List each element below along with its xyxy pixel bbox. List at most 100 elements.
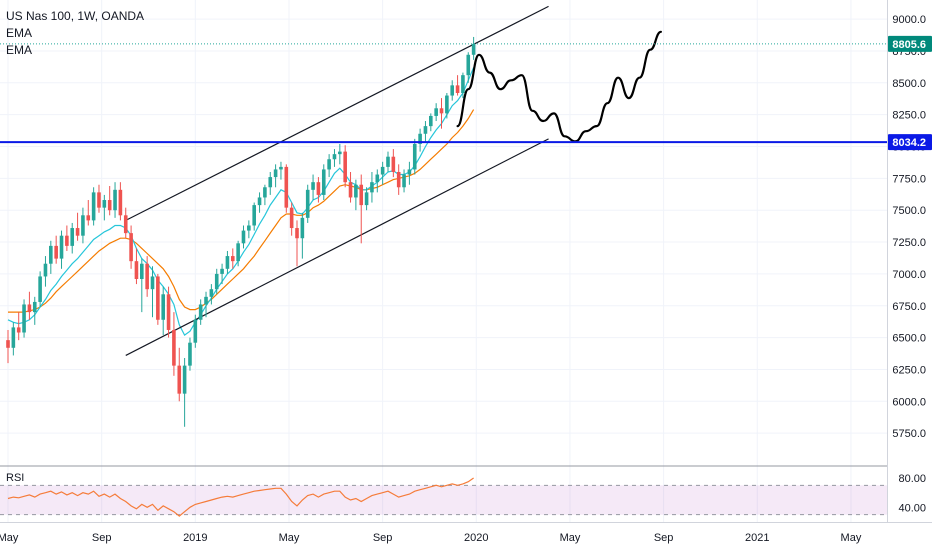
candle-body — [113, 189, 117, 211]
candle-body — [348, 182, 353, 198]
candle-body — [375, 174, 380, 183]
candle-body — [461, 75, 465, 93]
price-tags: 8805.6 8034.2 — [888, 35, 932, 151]
candle-body — [140, 263, 144, 279]
x-tick-label: Sep — [654, 532, 674, 544]
candle-body — [161, 294, 166, 320]
forecast-path — [456, 30, 662, 143]
candle-body — [193, 319, 198, 343]
candle-body — [22, 304, 26, 333]
y-tick-label: 6750.0 — [892, 301, 926, 313]
candle-body — [198, 304, 203, 320]
x-tick-label: Sep — [92, 532, 112, 544]
channel-lower-line — [125, 138, 549, 356]
candle-body — [273, 169, 278, 178]
x-tick-label: 2021 — [745, 532, 769, 544]
symbol-title[interactable]: US Nas 100, 1W, OANDA — [6, 9, 145, 23]
candle-body — [407, 169, 412, 175]
price-tag-bg — [888, 35, 932, 52]
candle-body — [123, 215, 128, 234]
ema-fast-line — [7, 67, 475, 336]
candle-body — [279, 166, 283, 170]
x-tick-label: May — [841, 532, 862, 544]
candle-body — [300, 217, 305, 239]
y-tick-label: 9000.0 — [892, 14, 926, 26]
trend-channel[interactable] — [125, 5, 549, 356]
candle-body — [412, 143, 417, 170]
candle-body — [27, 304, 32, 313]
x-tick-label: May — [560, 532, 581, 544]
y-tick-label: 8250.0 — [892, 110, 926, 122]
y-tick-label: 5750.0 — [892, 428, 926, 440]
candle-body — [38, 276, 42, 302]
candle-body — [311, 182, 315, 190]
candle-body — [450, 85, 455, 96]
candle-body — [439, 108, 444, 114]
candle-body — [134, 261, 139, 279]
ema-lines — [7, 67, 475, 336]
rsi-line — [7, 477, 474, 517]
candle-body — [321, 169, 326, 195]
candle-body — [145, 263, 149, 290]
candle-body — [118, 189, 123, 216]
candle-body — [81, 215, 85, 236]
price-tag-label: 8034.2 — [892, 137, 926, 149]
candle-body — [402, 174, 406, 188]
y-tick-label: 7750.0 — [892, 173, 926, 185]
ema-indicator-label-1[interactable]: EMA — [6, 26, 33, 40]
candle-body — [91, 192, 96, 221]
y-tick-label: 7500.0 — [892, 205, 926, 217]
rsi-tick-label: 80.00 — [898, 473, 926, 485]
candle-body — [327, 159, 331, 170]
candle-body — [396, 171, 401, 188]
candle-body — [370, 182, 374, 193]
y-tick-label: 7000.0 — [892, 269, 926, 281]
candle-body — [305, 189, 310, 218]
candle-body — [54, 245, 58, 259]
price-tag-label: 8805.6 — [892, 39, 926, 51]
axes — [0, 0, 932, 523]
y-axis-labels: 5750.0 6000.0 6250.0 6500.0 6750.0 7000.0 7250… — [892, 14, 926, 514]
rsi-pane: RSI — [0, 465, 887, 517]
y-tick-label: 6500.0 — [892, 333, 926, 345]
candle-body — [166, 294, 171, 330]
candle-body — [471, 43, 476, 55]
candle-body — [102, 200, 107, 208]
forecast-drawing[interactable] — [456, 30, 662, 143]
x-tick-label: 2019 — [183, 532, 207, 544]
candle-body — [386, 156, 390, 167]
candle-body — [466, 54, 471, 76]
candle-body — [268, 177, 273, 188]
candle-body — [247, 225, 251, 231]
candle-body — [418, 133, 422, 144]
rsi-band — [0, 485, 887, 515]
candle-body — [43, 263, 48, 277]
candle-body — [364, 192, 369, 206]
candle-body — [445, 95, 449, 114]
candle-body — [225, 256, 230, 269]
candle-body — [86, 215, 91, 221]
candle-body — [97, 192, 101, 208]
candle-body — [107, 200, 112, 211]
x-tick-label: May — [279, 532, 300, 544]
candle-body — [49, 245, 53, 264]
ema-indicator-label-2[interactable]: EMA — [6, 43, 33, 57]
candle-body — [236, 243, 240, 262]
y-tick-label: 7250.0 — [892, 237, 926, 249]
candle-body — [172, 329, 176, 366]
candle-body — [59, 235, 64, 259]
candle-body — [156, 276, 160, 320]
horizontal-line[interactable] — [0, 43, 887, 144]
x-tick-label: Sep — [373, 532, 393, 544]
candle-body — [429, 115, 433, 127]
candle-body — [150, 276, 155, 290]
candle-body — [241, 230, 246, 244]
candle-body — [188, 342, 192, 366]
candle-body — [343, 151, 347, 183]
candle-body — [284, 166, 289, 208]
grid-lines — [0, 0, 887, 522]
candle-body — [252, 205, 256, 226]
channel-upper-line — [125, 5, 549, 221]
candle-body — [455, 85, 460, 93]
